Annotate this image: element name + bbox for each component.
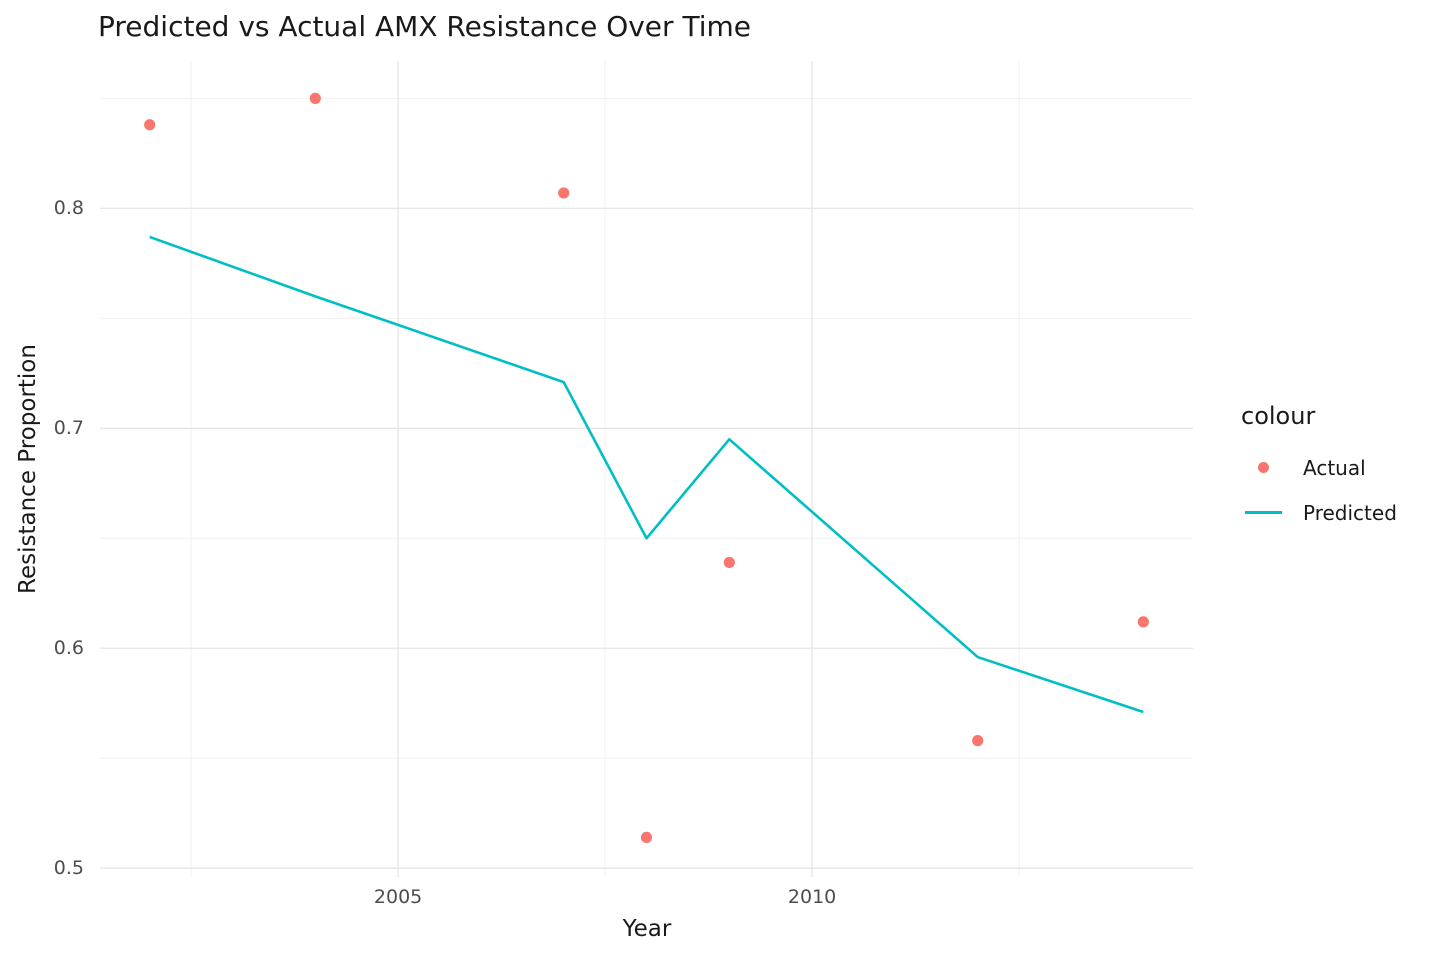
legend-key-predicted bbox=[1241, 511, 1285, 514]
data-point-actual bbox=[640, 831, 653, 844]
major-gridlines bbox=[100, 61, 1193, 877]
line-icon bbox=[1244, 511, 1282, 514]
legend-label-predicted: Predicted bbox=[1303, 500, 1397, 525]
x-tick-label: 2010 bbox=[787, 886, 837, 908]
data-point-actual bbox=[144, 119, 156, 131]
y-axis-title: Resistance Proportion bbox=[15, 344, 41, 594]
y-tick-label: 0.6 bbox=[53, 637, 84, 660]
y-tick-label: 0.7 bbox=[53, 417, 84, 440]
y-tick-label: 0.5 bbox=[53, 857, 84, 880]
predicted-line-path bbox=[149, 235, 1144, 714]
y-tick-label: 0.8 bbox=[53, 197, 84, 220]
data-point-actual bbox=[1137, 616, 1149, 628]
data-point-actual bbox=[723, 556, 735, 569]
data-point-actual bbox=[558, 187, 570, 199]
legend-item-actual: Actual bbox=[1241, 445, 1397, 490]
actual-points bbox=[144, 92, 1149, 844]
data-point-actual bbox=[972, 735, 984, 747]
legend-item-predicted: Predicted bbox=[1241, 490, 1397, 535]
data-point-actual bbox=[309, 92, 321, 104]
point-icon bbox=[1257, 462, 1269, 473]
chart-title: Predicted vs Actual AMX Resistance Over … bbox=[98, 10, 751, 43]
x-tick-label: 2005 bbox=[373, 886, 423, 908]
x-axis-title: Year bbox=[622, 916, 672, 942]
legend-label-actual: Actual bbox=[1303, 455, 1366, 480]
legend-title: colour bbox=[1241, 402, 1316, 430]
legend-key-actual bbox=[1241, 462, 1285, 473]
minor-gridlines bbox=[100, 61, 1193, 877]
legend: colour Actual Predicted bbox=[1241, 402, 1397, 535]
predicted-line bbox=[149, 235, 1144, 714]
